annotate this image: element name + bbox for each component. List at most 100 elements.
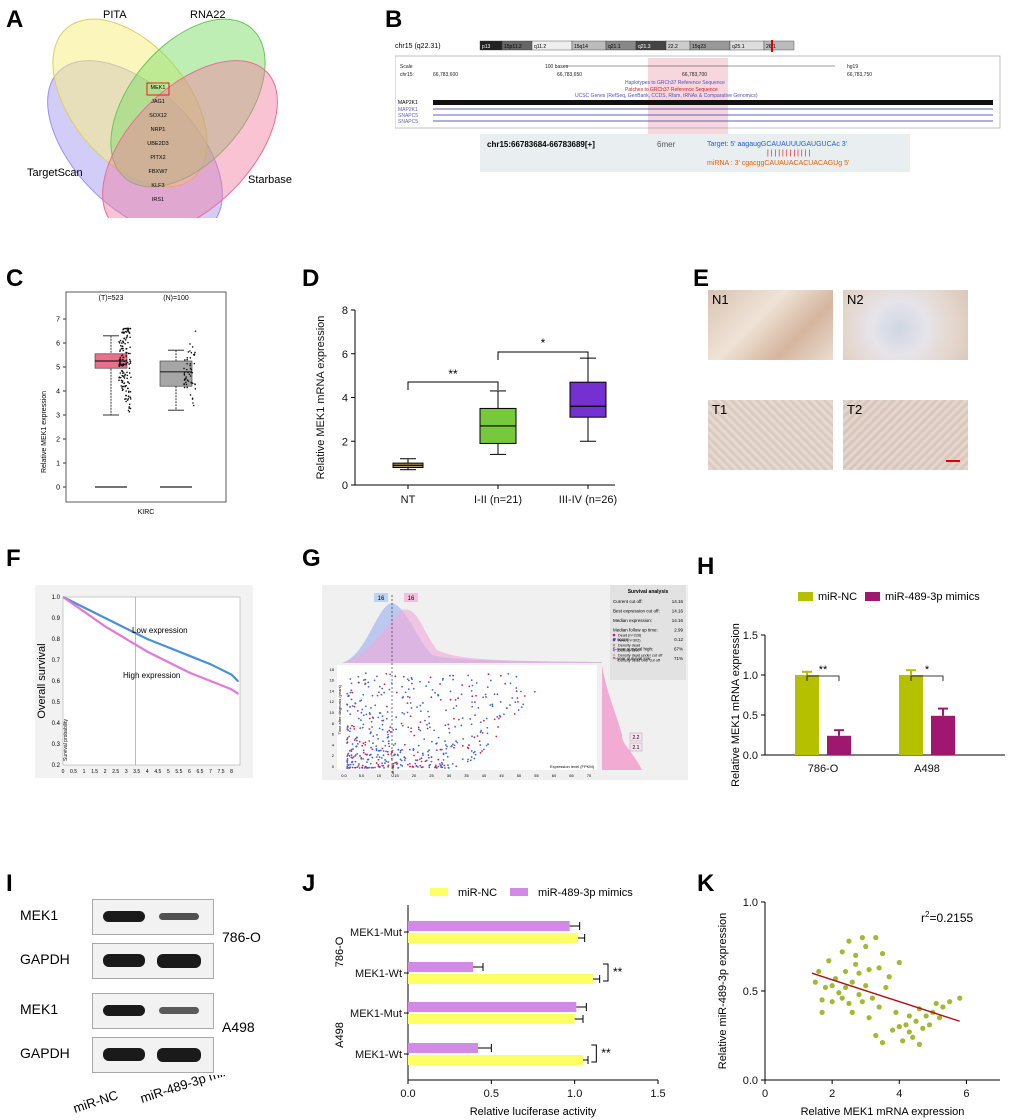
j-sig-bracket-1 [603, 963, 609, 982]
g-point [479, 751, 482, 754]
g-point [404, 757, 407, 760]
g-point [409, 715, 412, 718]
g-point [399, 751, 402, 754]
gepia-point [126, 377, 129, 380]
g-stat-label: 5-year survival high: [613, 647, 653, 652]
scale-bar [946, 460, 960, 462]
g-point [497, 726, 499, 728]
g-point [406, 678, 409, 681]
gepia-box [159, 360, 193, 387]
g-point [411, 765, 414, 768]
g-point [410, 727, 413, 730]
gepia-point [122, 332, 125, 334]
g-point [422, 702, 424, 704]
gepia-xlabel: KIRC [138, 509, 155, 516]
g-point [376, 753, 379, 756]
gepia-point [183, 379, 186, 381]
g-point [378, 727, 381, 730]
blot-cell-786o: 786-O [222, 929, 261, 945]
h-ylabel: Relative MEK1 mRNA expression [730, 623, 742, 787]
gepia-point [130, 376, 132, 379]
g-point [515, 687, 518, 689]
g-point [438, 763, 441, 765]
k-point [812, 979, 818, 985]
chrom-label: chr15 (q22.31) [395, 43, 441, 50]
f-xtick-label: 5 [167, 769, 170, 775]
g-point [350, 748, 353, 751]
g-point [378, 711, 381, 714]
gepia-point [125, 359, 128, 362]
panel-label-j: J [302, 870, 316, 897]
gepia-point [189, 357, 192, 359]
gepia-point [186, 362, 188, 365]
f-censor-mark [167, 646, 170, 649]
g-point [410, 707, 413, 709]
j-bar-0-0 [408, 933, 578, 943]
gepia-point [125, 331, 128, 333]
g-point [364, 672, 367, 675]
g-point [413, 734, 416, 737]
g-point [499, 701, 502, 703]
f-censor-mark [104, 617, 107, 619]
g-ytick-label: 8 [332, 721, 335, 726]
panel-label-k: K [697, 870, 715, 897]
g-point [391, 751, 393, 754]
f-censor-mark [146, 650, 149, 653]
g-point [452, 678, 455, 681]
g-point [461, 684, 464, 687]
g-point [371, 726, 374, 728]
g-point [489, 679, 492, 682]
g-point [368, 766, 371, 769]
g-point [411, 682, 413, 685]
j-sig-2: ** [601, 1046, 611, 1060]
g-point [473, 736, 476, 739]
g-point [471, 705, 474, 708]
h-ytick-label: 0.5 [743, 710, 758, 722]
g-xtick-label: 70 [587, 773, 592, 778]
gepia-point [125, 327, 128, 330]
g-point [362, 758, 364, 760]
f-censor-mark [125, 627, 128, 630]
g-point [476, 735, 479, 737]
j-legend-swatch-nc [430, 888, 448, 896]
g-point [422, 754, 424, 757]
g-point [350, 756, 353, 759]
f-ytick-label: 0.4 [52, 721, 61, 727]
g-legend-label: Density alive [618, 649, 640, 653]
g-point [444, 744, 447, 746]
g-point [354, 760, 357, 763]
g-point [414, 762, 417, 765]
gepia-point [128, 403, 131, 406]
gepia-point [119, 339, 122, 342]
gepia-point [129, 407, 132, 410]
g-point [412, 747, 415, 750]
chrom-band-label: 26.1 [766, 44, 776, 50]
j-category-label: MEK1-Wt [355, 1049, 402, 1061]
gepia-point [126, 334, 129, 337]
gepia-point [129, 390, 132, 393]
g-point [369, 732, 372, 735]
g-point [374, 704, 377, 707]
g-point [370, 746, 372, 749]
g-point [469, 759, 472, 762]
gepia-point [119, 356, 122, 359]
gepia-point [119, 344, 122, 347]
gepia-point [120, 385, 123, 387]
g-point [399, 763, 402, 766]
k-ytick-label: 1.0 [743, 897, 758, 909]
gepia-point [190, 351, 193, 354]
blot-row-mek1-b: MEK1 [20, 1001, 59, 1017]
k-point [873, 935, 879, 941]
g-xtick-label: 10 [377, 773, 382, 778]
g-point [360, 711, 363, 714]
k-point [822, 984, 829, 991]
g-xtick-label: 30 [447, 773, 452, 778]
mirna-sequence: miRNA : 3' cgacggCAUAUACACUACAGUg 5' [707, 160, 849, 167]
gepia-point [194, 388, 197, 390]
g-point [493, 693, 496, 696]
g-point [470, 750, 473, 752]
j-xtick-label: 1.0 [567, 1088, 582, 1100]
g-point [478, 740, 481, 743]
f-xtick-label: 0.5 [70, 769, 77, 775]
g-right-badge-2 [629, 742, 643, 752]
